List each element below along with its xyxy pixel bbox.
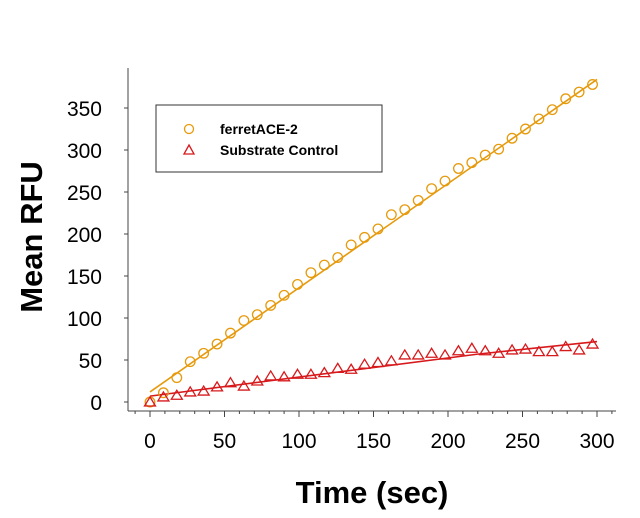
fit-lines [149, 78, 598, 397]
x-tick-label: 0 [144, 430, 156, 453]
point-ferretace-2 [493, 143, 505, 155]
point-ferretace-2 [184, 356, 196, 368]
point-ferretace-2 [211, 338, 223, 350]
point-substrate-control [532, 345, 546, 357]
point-substrate-control [384, 354, 399, 366]
point-ferretace-2 [251, 309, 263, 321]
x-axis-title: Time (sec) [296, 475, 449, 510]
point-ferretace-2 [452, 163, 464, 174]
point-ferretace-2 [560, 93, 572, 105]
y-tick-label: 200 [67, 224, 102, 247]
point-ferretace-2 [198, 347, 210, 359]
point-substrate-control [371, 356, 385, 368]
point-substrate-control [277, 370, 291, 382]
legend-label-ferretace-2: ferretACE-2 [220, 121, 298, 137]
point-ferretace-2 [520, 123, 531, 135]
x-tick-label: 300 [579, 430, 614, 453]
point-substrate-control [317, 366, 331, 378]
point-ferretace-2 [292, 278, 303, 290]
legend-marker-ferretace-2 [183, 123, 195, 135]
point-ferretace-2 [332, 252, 344, 263]
point-ferretace-2 [372, 223, 384, 235]
point-substrate-control [438, 348, 452, 360]
point-substrate-control [223, 376, 238, 388]
point-substrate-control [250, 374, 264, 386]
x-tick-label: 150 [356, 430, 391, 453]
data-points [143, 79, 600, 408]
point-substrate-control [411, 348, 425, 360]
point-substrate-control [264, 369, 278, 381]
point-ferretace-2 [546, 104, 558, 116]
y-tick-label: 300 [67, 140, 102, 163]
legend-label-substrate-control: Substrate Control [220, 142, 338, 158]
point-substrate-control [398, 348, 412, 360]
point-ferretace-2 [587, 79, 598, 90]
y-tick-label: 350 [67, 98, 102, 121]
point-substrate-control [424, 347, 439, 358]
point-ferretace-2 [278, 289, 290, 301]
point-substrate-control [559, 340, 573, 352]
point-substrate-control [545, 345, 559, 357]
point-ferretace-2 [265, 299, 277, 311]
point-ferretace-2 [171, 372, 183, 384]
point-ferretace-2 [506, 132, 518, 144]
fit-line-ferretace-2 [149, 78, 598, 393]
axes: 0 50 100 150 200 250 300 350 0 50 100 150 200 250 300 [67, 68, 616, 453]
point-substrate-control [572, 343, 586, 355]
point-substrate-control [170, 389, 184, 400]
point-substrate-control [357, 357, 372, 369]
fit-line-substrate-control [149, 340, 598, 397]
legend-box [155, 104, 383, 173]
point-substrate-control [156, 390, 171, 402]
point-substrate-control [478, 344, 492, 356]
point-ferretace-2 [412, 194, 424, 206]
point-ferretace-2 [238, 315, 250, 326]
point-substrate-control [451, 344, 466, 356]
point-ferretace-2 [466, 157, 478, 169]
point-substrate-control [304, 368, 318, 379]
point-ferretace-2 [225, 327, 236, 339]
legend: ferretACE-2 Substrate Control [155, 104, 383, 173]
legend-marker-substrate-control [182, 143, 196, 155]
point-ferretace-2 [426, 183, 438, 195]
point-substrate-control [518, 342, 533, 354]
point-substrate-control [465, 341, 479, 353]
point-substrate-control [290, 368, 305, 379]
point-ferretace-2 [345, 239, 357, 251]
point-substrate-control [344, 362, 358, 374]
point-ferretace-2 [399, 204, 411, 216]
x-tick-label: 200 [430, 430, 465, 453]
point-substrate-control [210, 380, 224, 392]
point-substrate-control [331, 362, 345, 374]
point-ferretace-2 [359, 231, 371, 243]
y-tick-label: 150 [67, 266, 102, 289]
x-tick-label: 50 [213, 430, 236, 453]
point-ferretace-2 [479, 149, 491, 161]
point-substrate-control [492, 347, 506, 358]
y-tick-label: 0 [90, 392, 102, 415]
point-ferretace-2 [305, 267, 317, 279]
point-ferretace-2 [318, 259, 330, 271]
point-ferretace-2 [439, 175, 451, 187]
point-ferretace-2 [533, 113, 545, 125]
y-axis-title: Mean RFU [14, 161, 49, 313]
y-tick-label: 250 [67, 182, 102, 205]
point-substrate-control [143, 395, 157, 407]
point-ferretace-2 [157, 387, 169, 399]
point-substrate-control [505, 343, 519, 355]
point-substrate-control [183, 385, 197, 397]
point-ferretace-2 [573, 86, 585, 98]
point-substrate-control [585, 337, 600, 349]
point-substrate-control [196, 384, 211, 396]
x-tick-label: 250 [505, 430, 540, 453]
point-ferretace-2 [385, 209, 397, 221]
point-substrate-control [237, 379, 251, 391]
x-tick-label: 100 [281, 430, 316, 453]
y-tick-label: 100 [67, 308, 102, 331]
y-tick-label: 50 [79, 350, 102, 373]
